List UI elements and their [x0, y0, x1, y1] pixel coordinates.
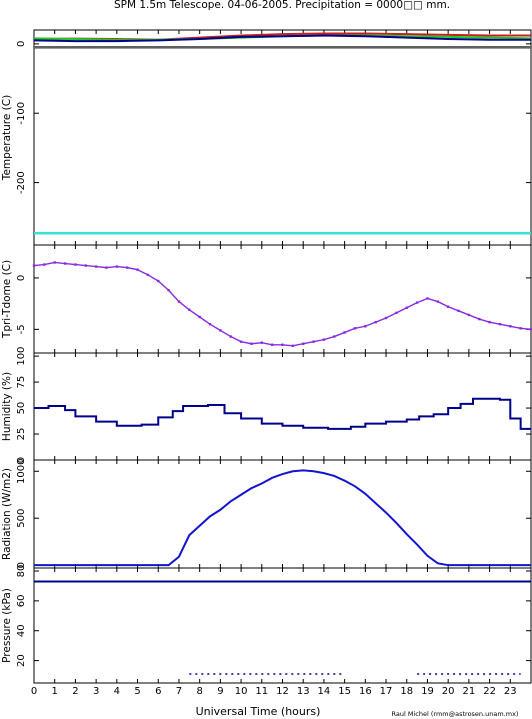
- y-tick-label: 75: [16, 376, 27, 389]
- x-tick-label: 19: [421, 686, 434, 697]
- y-axis-label: Pressure (kPa): [1, 588, 13, 663]
- panel-frame: [33, 567, 532, 684]
- x-tick-label: 12: [276, 686, 289, 697]
- panel-frame: [33, 244, 532, 354]
- panel-frame: [33, 29, 532, 246]
- y-tick-label: -200: [16, 171, 27, 194]
- y-tick-label: 0: [16, 562, 27, 568]
- series-1-3: [33, 34, 531, 43]
- panel-frame: [33, 352, 532, 461]
- y-tick-label: 50: [16, 402, 27, 415]
- y-tick-label: 60: [16, 594, 27, 607]
- x-tick-label: 15: [338, 686, 351, 697]
- y-axis-label: Temperature (C): [1, 95, 13, 181]
- panel-frame: [33, 459, 532, 569]
- y-tick-label: 100: [16, 347, 27, 366]
- chart-title: SPM 1.5m Telescope. 04-06-2005. Precipit…: [114, 0, 450, 11]
- x-tick-label: 3: [93, 686, 99, 697]
- y-tick-label: 500: [16, 509, 27, 528]
- x-tick-label: 21: [463, 686, 476, 697]
- y-tick-label: 40: [16, 624, 27, 637]
- y-axis-label: Humidity (%): [1, 372, 13, 441]
- x-tick-label: 7: [176, 686, 182, 697]
- x-tick-label: 23: [504, 686, 517, 697]
- x-tick-label: 10: [235, 686, 248, 697]
- y-tick-label: 25: [16, 428, 27, 441]
- y-tick-label: 0: [16, 275, 27, 281]
- x-tick-label: 17: [380, 686, 393, 697]
- x-tick-label: 9: [217, 686, 223, 697]
- x-tick-label: 6: [155, 686, 161, 697]
- x-tick-label: 16: [359, 686, 372, 697]
- series-2-1: [33, 261, 532, 347]
- x-tick-label: 13: [297, 686, 310, 697]
- series-4-1: [34, 469, 531, 567]
- x-tick-label: 5: [134, 686, 140, 697]
- x-axis: 0 1 2 3 4 5 6 7 8 9 10 11 12 13 14 15 16 17 18 19 20 21 22 23: [31, 686, 517, 697]
- x-tick-label: 1: [52, 686, 58, 697]
- y-tick-label: 80: [16, 565, 27, 578]
- x-tick-label: 0: [31, 686, 37, 697]
- credit-text: Raul Michel (rmm@astrosen.unam.mx): [392, 710, 519, 718]
- x-tick-label: 22: [483, 686, 496, 697]
- x-tick-label: 8: [196, 686, 202, 697]
- y-tick-label: 20: [16, 654, 27, 667]
- y-tick-label: 0: [16, 41, 27, 47]
- y-tick-label: -5: [16, 324, 27, 334]
- y-axis-label: Radiation (W/m2): [1, 468, 13, 560]
- x-tick-label: 4: [114, 686, 120, 697]
- x-axis-label: Universal Time (hours): [196, 705, 321, 718]
- series-3-1: [34, 397, 531, 430]
- x-tick-label: 20: [442, 686, 455, 697]
- y-axis-label: Tpri-Tdome (C): [1, 260, 13, 339]
- x-tick-label: 2: [72, 686, 78, 697]
- y-tick-label: -100: [16, 102, 27, 125]
- x-tick-label: 14: [318, 686, 331, 697]
- x-tick-label: 18: [400, 686, 413, 697]
- y-tick-label: 1000: [16, 459, 27, 484]
- x-tick-label: 11: [255, 686, 268, 697]
- y-tick-label: 0: [16, 457, 27, 463]
